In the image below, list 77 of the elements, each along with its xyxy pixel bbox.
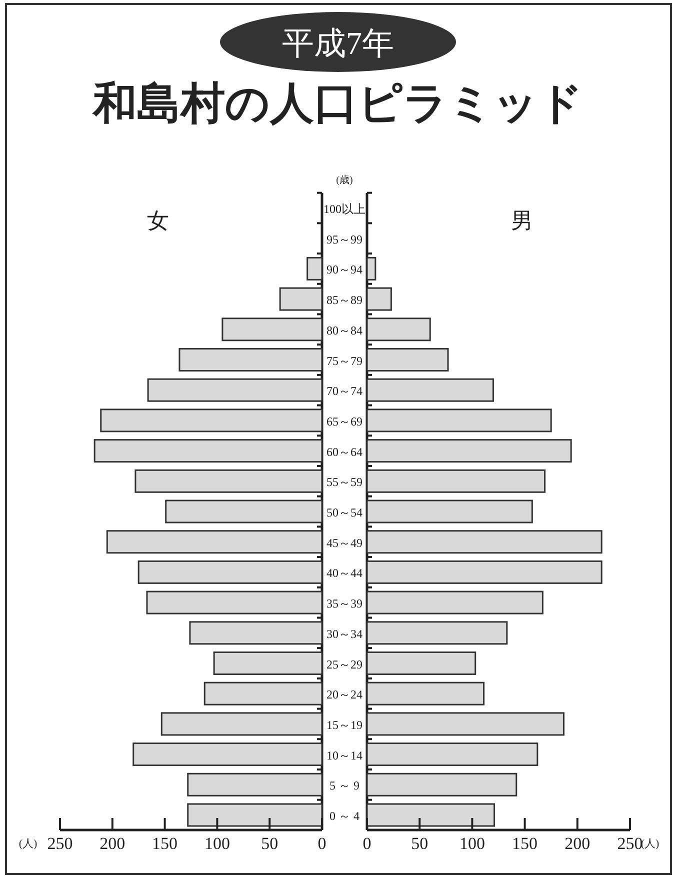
x-tick-label: 50 (261, 834, 278, 853)
bar (94, 439, 323, 463)
x-tick-label: 0 (362, 834, 372, 853)
bar (366, 590, 544, 614)
bar (146, 590, 323, 614)
bar (100, 408, 323, 432)
y-tick-label: 5 ～ 9 (330, 778, 360, 793)
y-tick-label: 25～29 (326, 657, 362, 672)
x-tick-label: 150 (512, 834, 538, 853)
y-tick-label: 90～94 (326, 262, 362, 277)
x-tick-label: 100 (459, 834, 485, 853)
bar (366, 287, 392, 311)
y-tick-label: 35～39 (326, 596, 362, 611)
bar (366, 256, 376, 280)
y-tick-label: 95～99 (326, 232, 362, 246)
chart-title: 和島村の人口ピラミッド (92, 79, 583, 128)
text: 女 (147, 208, 169, 233)
bar (366, 378, 494, 402)
bar (366, 652, 476, 675)
y-tick-label: 70～74 (326, 384, 362, 398)
bar (306, 256, 323, 280)
x-tick-label: 200 (564, 834, 590, 853)
y-tick-label: 75～79 (326, 354, 362, 368)
y-tick-label: 55～59 (326, 475, 362, 490)
bar (134, 469, 323, 493)
x-tick-label: 100 (204, 834, 230, 853)
bar (366, 621, 508, 645)
chart-subtitle: 平成7年 (282, 25, 394, 61)
bar (366, 318, 431, 342)
bar (160, 712, 323, 736)
y-tick-label: 85～89 (326, 293, 362, 308)
x-axis-title: (人) (18, 838, 38, 850)
bar (106, 530, 323, 554)
y-tick-label: 20～24 (326, 688, 362, 702)
y-tick-label: 30～34 (326, 626, 362, 641)
bar (366, 500, 533, 524)
x-tick-label: 0 (318, 834, 326, 853)
y-tick-label: 50～54 (326, 506, 362, 520)
bar (213, 652, 323, 675)
y-tick-label: 15～19 (326, 718, 362, 732)
bar (204, 682, 323, 706)
y-tick-label: 60～64 (326, 444, 362, 459)
x-tick-label: 200 (100, 834, 126, 853)
x-tick-label: 250 (617, 834, 643, 853)
x-tick-label: 50 (411, 834, 428, 853)
bar (366, 469, 546, 493)
bar (189, 621, 323, 645)
y-tick-label: 0 ～ 4 (330, 809, 360, 823)
text: 男 (511, 208, 533, 233)
y-tick-label: 10～14 (326, 748, 362, 762)
bar (178, 348, 323, 372)
bar (366, 530, 602, 554)
y-tick-label: 80～84 (326, 323, 362, 338)
bar (366, 560, 602, 584)
bar (366, 772, 518, 796)
bar (366, 408, 552, 432)
x-tick-label: 250 (47, 834, 73, 853)
y-tick-label: 100以上 (324, 202, 366, 216)
y-tick-label: 45～49 (326, 536, 362, 550)
bar (279, 287, 323, 311)
bar (165, 500, 323, 524)
bar (147, 378, 323, 402)
bar (366, 682, 485, 706)
bar (187, 803, 323, 827)
bar (132, 742, 323, 766)
bar (366, 348, 449, 372)
bar (187, 772, 323, 796)
bar (366, 712, 564, 736)
y-tick-label: 65～69 (326, 414, 362, 428)
bar (138, 560, 323, 584)
bar (366, 803, 496, 827)
bar (222, 318, 323, 342)
bar (366, 439, 572, 463)
y-tick-label: 40～44 (326, 566, 362, 580)
y-axis-title: (歳) (336, 174, 353, 186)
x-tick-label: 150 (152, 834, 178, 853)
bar (366, 742, 538, 766)
